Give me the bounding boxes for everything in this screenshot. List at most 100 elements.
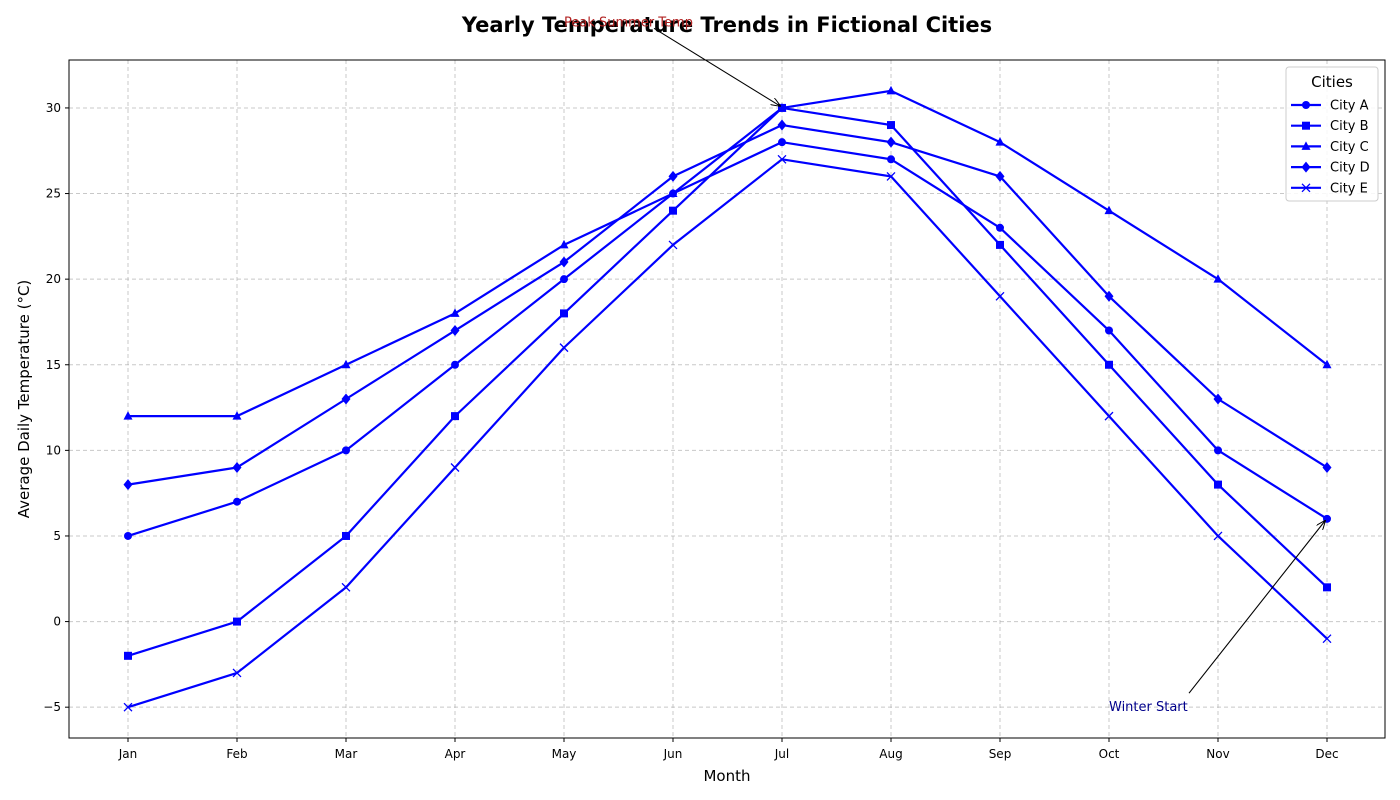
legend-label-city-c: City C [1330, 140, 1369, 155]
series-line-city-b [127, 106, 1328, 657]
data-point-city-d [123, 479, 133, 491]
data-point-city-b [233, 617, 241, 626]
series-line-city-a [127, 141, 1328, 538]
data-point-city-c [668, 188, 678, 198]
series-city-a [124, 138, 1331, 540]
data-point-city-a [778, 138, 786, 147]
data-point-city-b [1323, 583, 1331, 592]
legend-label-city-d: City D [1330, 161, 1370, 176]
legend-marker-city-b [1302, 121, 1310, 130]
data-point-city-a [233, 497, 241, 506]
legend-entry-city-d: City D [1291, 161, 1370, 176]
data-point-city-d [232, 461, 242, 473]
data-point-city-b [342, 531, 350, 540]
x-tick-label: Mar [335, 747, 358, 761]
y-tick-label: 30 [46, 101, 61, 115]
data-point-city-c [450, 308, 460, 317]
data-point-city-d [1104, 290, 1114, 302]
data-point-city-b [1214, 480, 1222, 489]
legend-title: Cities [1311, 73, 1353, 91]
data-point-city-c [341, 359, 351, 369]
legend-entries: City A City B City C City D City E [1291, 99, 1370, 196]
x-tick-label: May [552, 747, 577, 761]
x-axis-title: Month [703, 767, 750, 785]
data-point-city-b [560, 309, 568, 318]
annotation-arrow-winter-start [1188, 521, 1325, 694]
data-point-city-c [1322, 359, 1332, 369]
series-city-d [123, 119, 1332, 491]
data-point-city-e [886, 171, 896, 181]
x-tick-label: Nov [1206, 747, 1229, 761]
data-point-city-d [886, 136, 896, 148]
chart-title: Yearly Temperature Trends in Fictional C… [461, 13, 992, 37]
legend-label-city-a: City A [1330, 99, 1369, 114]
data-point-city-a [996, 223, 1004, 232]
legend-entry-city-a: City A [1291, 99, 1369, 114]
x-tick-label: Jul [774, 747, 789, 761]
legend-label-city-b: City B [1330, 119, 1369, 134]
data-point-city-d [559, 256, 569, 268]
series-line-city-e [127, 158, 1328, 709]
y-axis: −5 0 5 10 15 20 25 30 [43, 101, 69, 714]
legend-entry-city-b: City B [1291, 119, 1369, 134]
series-group [123, 85, 1332, 712]
y-tick-label: 15 [46, 358, 61, 372]
data-point-city-e [341, 582, 351, 592]
data-point-city-e [232, 668, 242, 678]
legend-entry-city-e: City E [1291, 181, 1368, 196]
data-point-city-e [668, 240, 678, 250]
data-point-city-e [995, 291, 1005, 301]
series-city-c [123, 85, 1332, 420]
x-tick-label: Aug [879, 747, 902, 761]
y-tick-label: 20 [46, 272, 61, 286]
data-point-city-e [1322, 634, 1332, 644]
data-point-city-a [451, 360, 459, 369]
data-point-city-c [232, 411, 242, 420]
data-point-city-b [996, 240, 1004, 249]
legend-marker-city-c [1301, 141, 1311, 150]
y-axis-title: Average Daily Temperature (°C) [15, 280, 33, 519]
data-point-city-a [887, 155, 895, 164]
y-tick-label: −5 [43, 700, 61, 714]
data-point-city-e [777, 154, 787, 164]
data-point-city-e [559, 343, 569, 353]
legend-entry-city-c: City C [1291, 140, 1369, 155]
data-point-city-b [124, 651, 132, 660]
y-tick-label: 0 [53, 615, 61, 629]
x-axis: Jan Feb Mar Apr May Jun Jul Aug Sep Oct Nov Dec [118, 738, 1339, 761]
plot-area-frame [68, 59, 1386, 739]
series-city-b [124, 103, 1331, 660]
y-tick-label: 25 [46, 187, 61, 201]
series-line-city-d [127, 123, 1328, 486]
data-point-city-c [995, 137, 1005, 146]
annotation-winter-start: Winter Start [1109, 700, 1188, 715]
data-point-city-c [1213, 274, 1223, 283]
data-point-city-d [668, 170, 678, 182]
x-tick-label: Sep [989, 747, 1012, 761]
data-point-city-a [560, 275, 568, 284]
legend-marker-city-a [1302, 101, 1310, 109]
data-point-city-b [669, 206, 677, 215]
data-point-city-b [887, 121, 895, 130]
data-point-city-e [1104, 411, 1114, 421]
legend: Cities City A City B City C City D City E [1285, 66, 1379, 202]
data-point-city-c [886, 85, 896, 95]
annotations: Peak Summer Temp Winter Start [564, 15, 1325, 715]
data-point-city-d [777, 119, 787, 131]
data-point-city-d [995, 170, 1005, 182]
annotation-peak-summer-temp: Peak Summer Temp [564, 15, 693, 30]
x-tick-label: Oct [1099, 747, 1120, 761]
data-point-city-d [1322, 461, 1332, 473]
legend-marker-city-d [1301, 161, 1311, 173]
data-point-city-a [1105, 326, 1113, 335]
y-tick-label: 10 [46, 443, 61, 457]
data-point-city-a [124, 531, 132, 540]
annotation-arrow-peak-summer-temp [653, 27, 780, 106]
data-point-city-a [1214, 446, 1222, 455]
data-point-city-c [777, 102, 787, 112]
x-tick-label: Jun [663, 747, 683, 761]
x-tick-label: Apr [445, 747, 466, 761]
legend-label-city-e: City E [1330, 181, 1368, 196]
data-point-city-a [342, 446, 350, 455]
